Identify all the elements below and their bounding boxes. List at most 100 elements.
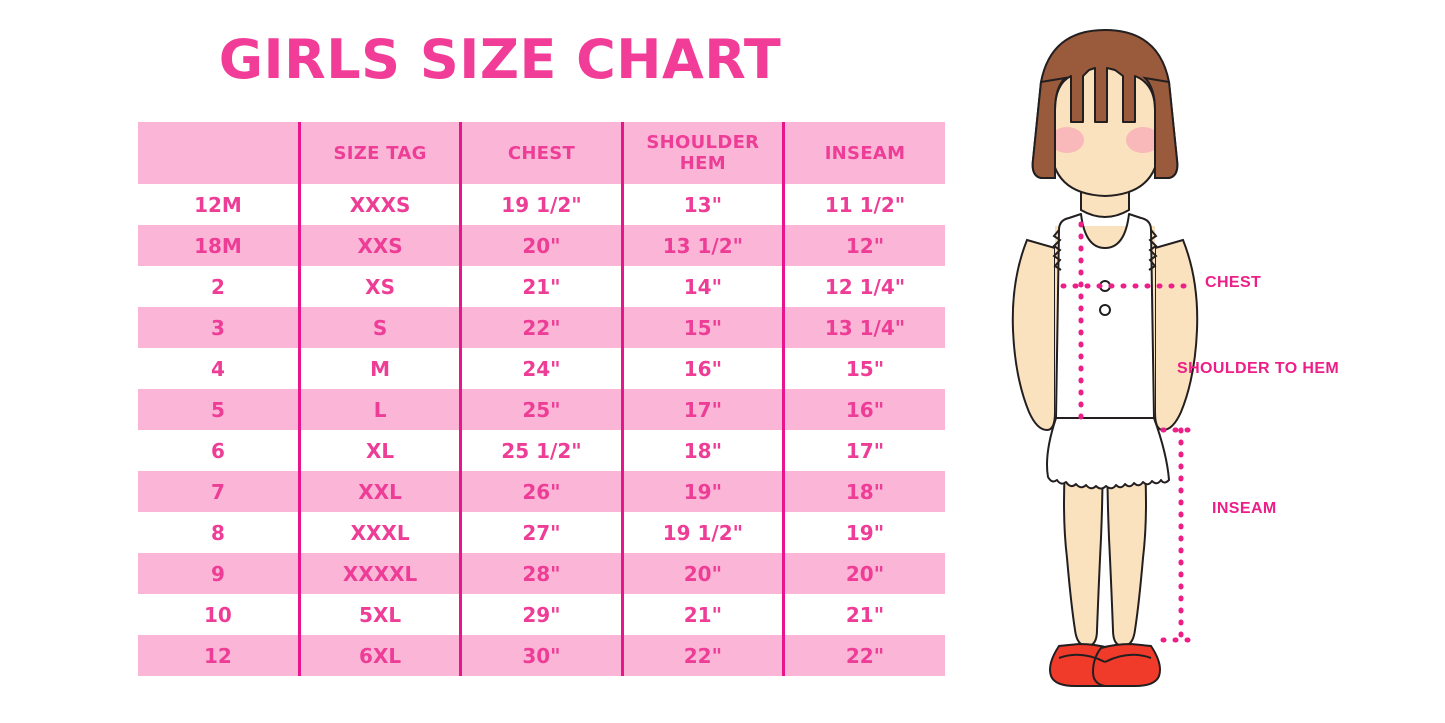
table-row: 8 XXXL 27" 19 1/2" 19" [138, 512, 945, 553]
cell-shoulder-hem: 17" [620, 389, 784, 430]
cell-chest: 29" [459, 594, 623, 635]
hair-right-panel [1142, 76, 1179, 179]
cell-size: 10 [138, 594, 300, 635]
left-arm-shape [1011, 238, 1056, 432]
cell-chest: 25" [459, 389, 623, 430]
cell-inseam: 18" [782, 471, 945, 512]
cell-size-tag: S [297, 307, 461, 348]
cell-inseam: 17" [782, 430, 945, 471]
cell-size: 6 [138, 430, 300, 471]
table-row: 7 XXL 26" 19" 18" [138, 471, 945, 512]
cell-shoulder-hem: 19 1/2" [620, 512, 784, 553]
table-row: 10 5XL 29" 21" 21" [138, 594, 945, 635]
cell-size-tag: XXS [297, 225, 461, 266]
left-shoulder-ruffle [1052, 229, 1062, 271]
right-shoe-icon [1091, 642, 1161, 687]
page-title: GIRLS SIZE CHART [218, 28, 782, 91]
blush-left-icon [1050, 127, 1084, 153]
cell-chest: 19 1/2" [459, 184, 623, 225]
table-row: 2 XS 21" 14" 12 1/4" [138, 266, 945, 307]
cell-inseam: 22" [782, 635, 945, 676]
column-header-chest: CHEST [459, 122, 623, 184]
cell-shoulder-hem: 13" [620, 184, 784, 225]
cell-size: 4 [138, 348, 300, 389]
girl-figure-icon [1011, 29, 1200, 687]
cell-inseam: 15" [782, 348, 945, 389]
cell-size: 18M [138, 225, 300, 266]
cell-size: 9 [138, 553, 300, 594]
cell-inseam: 13 1/4" [782, 307, 945, 348]
right-arm-shape [1154, 238, 1199, 432]
cell-size: 3 [138, 307, 300, 348]
right-shoulder-ruffle [1148, 229, 1158, 271]
cell-size-tag: XL [297, 430, 461, 471]
table-body: 12M XXXS 19 1/2" 13" 11 1/2" 18M XXS 20"… [138, 184, 945, 676]
label-inseam: INSEAM [1212, 500, 1277, 517]
cell-inseam: 12" [782, 225, 945, 266]
cell-shoulder-hem: 14" [620, 266, 784, 307]
cell-shoulder-hem: 16" [620, 348, 784, 389]
column-header-shoulder-hem: SHOULDER HEM [620, 122, 784, 184]
hair-left-panel [1031, 76, 1068, 179]
cell-size-tag: L [297, 389, 461, 430]
table-row: 9 XXXXL 28" 20" 20" [138, 553, 945, 594]
measurement-illustration: CHEST SHOULDER TO HEM INSEAM [955, 18, 1445, 708]
table-row: 18M XXS 20" 13 1/2" 12" [138, 225, 945, 266]
cell-size-tag: XXXS [297, 184, 461, 225]
table-row: 5 L 25" 17" 16" [138, 389, 945, 430]
cell-size: 5 [138, 389, 300, 430]
table-row: 12 6XL 30" 22" 22" [138, 635, 945, 676]
cell-size-tag: XXL [297, 471, 461, 512]
cell-inseam: 16" [782, 389, 945, 430]
table-row: 6 XL 25 1/2" 18" 17" [138, 430, 945, 471]
column-header-size [138, 122, 300, 184]
cell-inseam: 11 1/2" [782, 184, 945, 225]
label-shoulder-to-hem: SHOULDER TO HEM [1177, 360, 1340, 377]
cell-size-tag: XXXL [297, 512, 461, 553]
cell-chest: 20" [459, 225, 623, 266]
cell-shoulder-hem: 21" [620, 594, 784, 635]
cell-size-tag: M [297, 348, 461, 389]
cell-inseam: 21" [782, 594, 945, 635]
cell-shoulder-hem: 18" [620, 430, 784, 471]
table-row: 12M XXXS 19 1/2" 13" 11 1/2" [138, 184, 945, 225]
cell-size-tag: 5XL [297, 594, 461, 635]
right-shoe-strap [1104, 653, 1152, 663]
cell-chest: 22" [459, 307, 623, 348]
cell-shoulder-hem: 19" [620, 471, 784, 512]
cell-size-tag: XS [297, 266, 461, 307]
cell-size: 7 [138, 471, 300, 512]
button-lower-icon [1099, 304, 1111, 316]
cell-size-tag: 6XL [297, 635, 461, 676]
cell-shoulder-hem: 22" [620, 635, 784, 676]
cell-inseam: 19" [782, 512, 945, 553]
cell-size: 12 [138, 635, 300, 676]
cell-chest: 27" [459, 512, 623, 553]
size-chart-table: SIZE TAG CHEST SHOULDER HEM INSEAM 12M X… [138, 122, 945, 676]
table-header: SIZE TAG CHEST SHOULDER HEM INSEAM [138, 122, 945, 184]
cell-chest: 24" [459, 348, 623, 389]
cell-size: 12M [138, 184, 300, 225]
cell-chest: 28" [459, 553, 623, 594]
cell-chest: 21" [459, 266, 623, 307]
left-shoe-strap [1058, 653, 1106, 663]
cell-chest: 26" [459, 471, 623, 512]
table-header-row: SIZE TAG CHEST SHOULDER HEM INSEAM [138, 122, 945, 184]
label-chest: CHEST [1205, 274, 1262, 291]
cell-shoulder-hem: 13 1/2" [620, 225, 784, 266]
column-header-size-tag: SIZE TAG [297, 122, 461, 184]
cell-shoulder-hem: 20" [620, 553, 784, 594]
cell-chest: 25 1/2" [459, 430, 623, 471]
cell-size: 8 [138, 512, 300, 553]
cell-shoulder-hem: 15" [620, 307, 784, 348]
cell-inseam: 12 1/4" [782, 266, 945, 307]
cell-chest: 30" [459, 635, 623, 676]
table-row: 3 S 22" 15" 13 1/4" [138, 307, 945, 348]
cell-size-tag: XXXXL [297, 553, 461, 594]
cell-size: 2 [138, 266, 300, 307]
table-row: 4 M 24" 16" 15" [138, 348, 945, 389]
cell-inseam: 20" [782, 553, 945, 594]
blush-right-icon [1126, 127, 1160, 153]
skirt-shape [1046, 417, 1170, 490]
column-header-inseam: INSEAM [782, 122, 945, 184]
